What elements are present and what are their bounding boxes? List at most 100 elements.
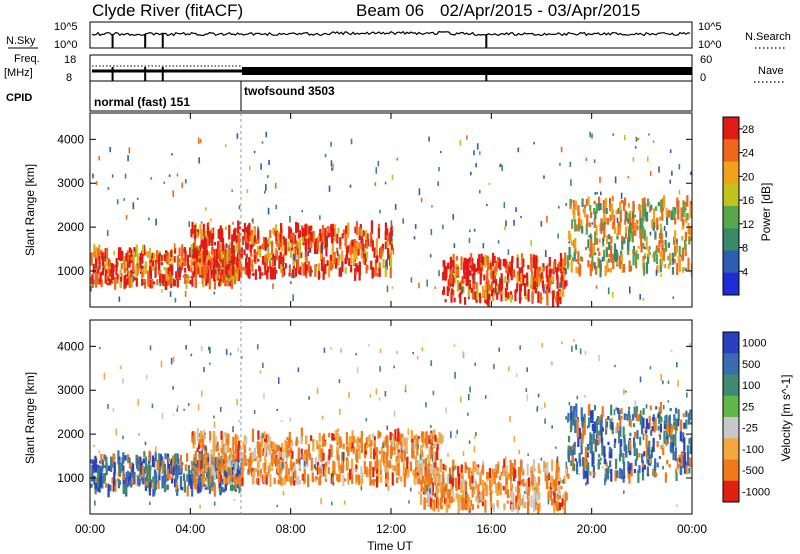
- heatmap-cell: [166, 252, 168, 256]
- heatmap-cell: [130, 269, 133, 277]
- heatmap-cell: [342, 474, 345, 487]
- heatmap-cell: [226, 462, 229, 467]
- heatmap-cell: [382, 258, 385, 269]
- heatmap-cell: [674, 431, 677, 435]
- heatmap-cell: [198, 456, 201, 471]
- heatmap-cell: [104, 455, 107, 460]
- heatmap-cell: [183, 247, 186, 254]
- heatmap-cell: [288, 477, 292, 482]
- heatmap-cell: [619, 418, 622, 427]
- heatmap-cell: [402, 218, 405, 224]
- heatmap-cell: [543, 175, 545, 179]
- y-tick-label: 1000: [57, 264, 84, 278]
- heatmap-cell: [598, 238, 601, 243]
- heatmap-cell: [232, 265, 235, 276]
- heatmap-cell: [311, 472, 314, 482]
- heatmap-cell: [204, 207, 207, 211]
- heatmap-cell: [246, 189, 249, 193]
- heatmap-cell: [272, 259, 275, 272]
- heatmap-cell: [260, 474, 263, 481]
- heatmap-cell: [486, 294, 490, 306]
- heatmap-cell: [632, 423, 636, 428]
- heatmap-cell: [634, 412, 637, 418]
- heatmap-cell: [535, 492, 538, 502]
- heatmap-cell: [629, 210, 632, 215]
- heatmap-cell: [90, 483, 93, 487]
- heatmap-cell: [450, 496, 453, 504]
- heatmap-cell: [594, 438, 597, 452]
- heatmap-cell: [324, 440, 327, 447]
- heatmap-cell: [382, 450, 385, 464]
- heatmap-cell: [197, 404, 200, 411]
- heatmap-cell: [331, 476, 334, 485]
- x-tick-label: 16:00: [476, 522, 506, 536]
- heatmap-cell: [419, 454, 422, 460]
- heatmap-cell: [365, 251, 369, 259]
- heatmap-cell: [451, 294, 454, 298]
- heatmap-cell: [506, 500, 509, 504]
- heatmap-cell: [559, 282, 561, 289]
- heatmap-cell: [431, 502, 434, 511]
- heatmap-cell: [589, 233, 592, 240]
- heatmap-cell: [384, 242, 387, 250]
- heatmap-cell: [673, 421, 676, 427]
- heatmap-cell: [584, 482, 587, 486]
- heatmap-cell: [265, 476, 268, 485]
- velocity-y-label: Slant Range [km]: [23, 372, 37, 464]
- heatmap-cell: [586, 470, 589, 485]
- heatmap-cell: [169, 264, 172, 277]
- heatmap-cell: [475, 282, 478, 290]
- heatmap-cell: [584, 247, 588, 250]
- heatmap-cell: [325, 247, 328, 257]
- heatmap-cell: [509, 476, 513, 488]
- heatmap-cell: [373, 452, 376, 456]
- heatmap-cell: [216, 457, 219, 468]
- heatmap-cell: [578, 472, 580, 476]
- heatmap-cell: [649, 206, 652, 213]
- heatmap-cell: [198, 157, 200, 164]
- heatmap-cell: [375, 272, 379, 277]
- heatmap-cell: [404, 467, 408, 476]
- heatmap-cell: [259, 442, 262, 454]
- heatmap-cell: [653, 220, 656, 228]
- heatmap-cell: [628, 286, 631, 294]
- heatmap-cell: [677, 200, 680, 213]
- heatmap-cell: [598, 354, 600, 362]
- heatmap-cell: [314, 464, 316, 470]
- heatmap-cell: [635, 407, 638, 421]
- heatmap-cell: [145, 481, 148, 486]
- heatmap-cell: [379, 348, 382, 354]
- heatmap-cell: [601, 437, 604, 448]
- heatmap-cell: [216, 441, 219, 449]
- heatmap-cell: [412, 469, 415, 475]
- heatmap-cell: [117, 247, 121, 261]
- heatmap-cell: [94, 274, 98, 288]
- heatmap-cell: [377, 448, 380, 452]
- heatmap-cell: [684, 231, 687, 242]
- heatmap-cell: [375, 468, 379, 474]
- heatmap-cell: [220, 282, 223, 285]
- heatmap-cell: [369, 231, 373, 238]
- heatmap-cell: [547, 491, 550, 501]
- heatmap-cell: [292, 462, 296, 467]
- heatmap-cell: [273, 458, 276, 465]
- heatmap-cell: [325, 235, 328, 248]
- heatmap-cell: [473, 264, 476, 276]
- heatmap-cell: [296, 222, 300, 233]
- heatmap-cell: [584, 470, 587, 479]
- heatmap-cell: [474, 291, 477, 300]
- heatmap-cell: [183, 480, 186, 493]
- heatmap-cell: [675, 238, 678, 249]
- heatmap-cell: [113, 461, 116, 474]
- heatmap-cell: [190, 259, 193, 273]
- heatmap-cell: [437, 485, 440, 490]
- heatmap-cell: [556, 291, 559, 305]
- heatmap-cell: [509, 415, 511, 422]
- heatmap-cell: [647, 447, 650, 457]
- heatmap-cell: [678, 455, 681, 459]
- heatmap-cell: [106, 269, 110, 277]
- heatmap-cell: [438, 270, 440, 277]
- heatmap-cell: [609, 214, 612, 222]
- heatmap-cell: [608, 199, 611, 204]
